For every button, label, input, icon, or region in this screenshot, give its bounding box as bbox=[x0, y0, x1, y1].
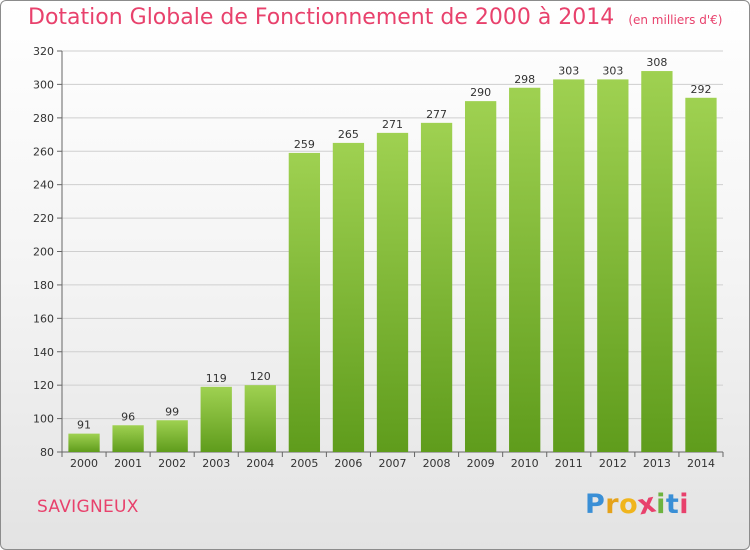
y-tick-label: 220 bbox=[33, 212, 54, 225]
y-tick-label: 300 bbox=[33, 78, 54, 91]
bar-layer bbox=[68, 71, 717, 453]
y-tick-label: 160 bbox=[33, 312, 54, 325]
x-tick-label-2005: 2005 bbox=[290, 457, 318, 470]
logo-letter: P bbox=[585, 489, 606, 520]
x-tick-label-2009: 2009 bbox=[467, 457, 495, 470]
x-tick-label-2010: 2010 bbox=[511, 457, 539, 470]
label-layer: 91 96 99 119 120 259 265 271 277 290 298 303 303 308 2… bbox=[77, 56, 711, 432]
chart-subtitle: (en milliers d'€) bbox=[628, 13, 723, 27]
data-label-2004: 120 bbox=[250, 370, 271, 383]
bar-2013 bbox=[641, 71, 673, 453]
chart-title-text: Dotation Globale de Fonctionnement de 20… bbox=[28, 5, 615, 30]
data-label-2008: 277 bbox=[426, 108, 447, 121]
y-tick-label: 140 bbox=[33, 346, 54, 359]
bar-2009 bbox=[464, 101, 497, 452]
y-tick-label: 80 bbox=[40, 446, 54, 459]
data-label-2007: 271 bbox=[382, 118, 403, 131]
data-label-2010: 298 bbox=[514, 73, 535, 86]
axis-layer: 80 100 120 140 160 180 200 220 240 260 280 300 320 20… bbox=[33, 45, 724, 470]
bar-2010 bbox=[509, 87, 541, 452]
y-tick-label: 280 bbox=[33, 112, 54, 125]
bar-2000 bbox=[68, 433, 100, 452]
data-label-2009: 290 bbox=[470, 86, 491, 99]
proxiti-logo: Proxiti bbox=[585, 487, 690, 521]
y-tick-label: 240 bbox=[33, 179, 54, 192]
x-tick-label-2007: 2007 bbox=[379, 457, 407, 470]
data-label-2001: 96 bbox=[121, 410, 135, 423]
data-label-2011: 303 bbox=[558, 64, 579, 77]
bar-2012 bbox=[597, 79, 629, 452]
y-tick-label: 260 bbox=[33, 145, 54, 158]
bar-2004 bbox=[244, 385, 276, 452]
x-tick-label-2008: 2008 bbox=[423, 457, 451, 470]
x-tick-label-2003: 2003 bbox=[202, 457, 230, 470]
bar-2005 bbox=[288, 152, 321, 452]
bar-2014 bbox=[685, 97, 717, 453]
x-tick-label-2002: 2002 bbox=[158, 457, 186, 470]
y-tick-label: 180 bbox=[33, 279, 54, 292]
bar-2011 bbox=[553, 79, 585, 452]
x-tick-label-2013: 2013 bbox=[643, 457, 671, 470]
x-tick-label-2001: 2001 bbox=[114, 457, 142, 470]
chart-title: Dotation Globale de Fonctionnement de 20… bbox=[28, 5, 722, 30]
data-label-2014: 292 bbox=[690, 83, 711, 96]
bar-2002 bbox=[156, 420, 188, 452]
bar-2008 bbox=[420, 122, 453, 453]
x-tick-label-2012: 2012 bbox=[599, 457, 627, 470]
logo-letter: i bbox=[656, 489, 666, 520]
logo-letter: t bbox=[665, 489, 680, 520]
data-label-2013: 308 bbox=[646, 56, 667, 69]
data-label-2012: 303 bbox=[602, 64, 623, 77]
data-label-2005: 259 bbox=[294, 138, 315, 151]
data-label-2002: 99 bbox=[165, 405, 179, 418]
data-label-2003: 119 bbox=[206, 372, 227, 385]
x-tick-label-2014: 2014 bbox=[687, 457, 715, 470]
logo-letter: r bbox=[605, 489, 620, 520]
x-tick-label-2011: 2011 bbox=[555, 457, 583, 470]
x-tick-label-2000: 2000 bbox=[70, 457, 98, 470]
y-tick-label: 320 bbox=[33, 45, 54, 58]
logo-letter: i bbox=[679, 489, 690, 520]
bar-2006 bbox=[332, 142, 365, 453]
data-label-2000: 91 bbox=[77, 419, 91, 432]
data-label-2006: 265 bbox=[338, 128, 359, 141]
y-tick-label: 100 bbox=[33, 413, 54, 426]
commune-name: SAVIGNEUX bbox=[37, 497, 139, 517]
bar-2001 bbox=[112, 425, 144, 452]
bar-2003 bbox=[200, 386, 232, 452]
x-tick-label-2006: 2006 bbox=[334, 457, 362, 470]
bar-2007 bbox=[376, 132, 409, 452]
logo-letter: o bbox=[619, 489, 639, 520]
y-tick-label: 120 bbox=[33, 379, 54, 392]
x-tick-label-2004: 2004 bbox=[246, 457, 274, 470]
y-tick-label: 200 bbox=[33, 246, 54, 259]
